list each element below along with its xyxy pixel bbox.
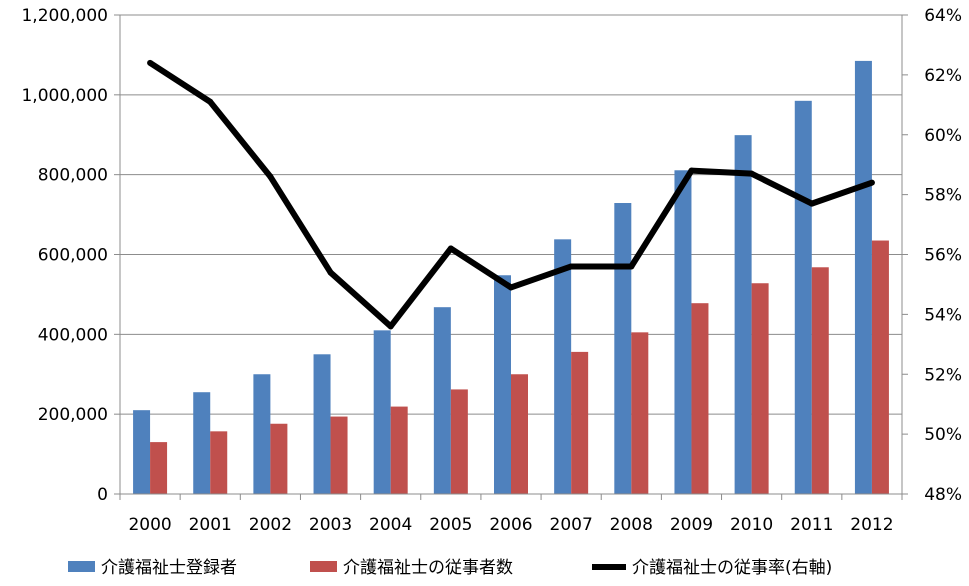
x-tick-label: 2004 bbox=[369, 515, 412, 535]
left-tick-label: 1,000,000 bbox=[21, 86, 108, 106]
rate-point bbox=[748, 170, 755, 177]
right-tick-label: 50% bbox=[924, 425, 962, 445]
x-tick-label: 2002 bbox=[249, 515, 292, 535]
bars bbox=[133, 60, 889, 495]
legend-label: 介護福祉士の従事者数 bbox=[343, 558, 513, 578]
bar bbox=[751, 283, 769, 494]
bar bbox=[674, 170, 692, 495]
right-tick-label: 52% bbox=[924, 365, 962, 385]
rate-point bbox=[267, 173, 274, 180]
left-tick-label: 0 bbox=[97, 485, 108, 505]
bar bbox=[494, 275, 511, 494]
bar bbox=[390, 406, 408, 494]
rate-point bbox=[808, 200, 815, 207]
bar bbox=[270, 423, 288, 494]
left-tick-label: 800,000 bbox=[38, 166, 108, 186]
x-tick-label: 2011 bbox=[790, 515, 833, 535]
bar bbox=[631, 332, 649, 494]
bar bbox=[210, 431, 228, 494]
rate-point bbox=[207, 98, 214, 105]
bar bbox=[571, 351, 589, 494]
x-tick-label: 2009 bbox=[670, 515, 713, 535]
rate-point bbox=[868, 179, 875, 186]
right-tick-label: 60% bbox=[924, 126, 962, 146]
bar bbox=[734, 135, 752, 494]
bar bbox=[313, 354, 331, 494]
x-tick-label: 2005 bbox=[429, 515, 472, 535]
rate-point bbox=[508, 284, 514, 291]
x-tick-label: 2003 bbox=[309, 515, 352, 535]
bar bbox=[854, 60, 872, 494]
left-tick-label: 400,000 bbox=[38, 325, 108, 345]
bar bbox=[450, 389, 468, 494]
legend-label: 介護福祉士登録者 bbox=[101, 558, 237, 578]
gridlines bbox=[120, 14, 902, 415]
bar bbox=[433, 307, 451, 494]
bar bbox=[253, 374, 271, 494]
right-tick-label: 62% bbox=[924, 66, 962, 86]
x-tick-label: 2010 bbox=[730, 515, 773, 535]
right-axis-ticks: 48% 50% 52% 54% 56% 58% 60% 62% 64% bbox=[924, 6, 962, 505]
bar bbox=[133, 410, 151, 494]
bar bbox=[794, 100, 812, 494]
rate-point bbox=[688, 167, 695, 174]
x-tick-label: 2007 bbox=[550, 515, 593, 535]
right-tick-label: 54% bbox=[924, 305, 962, 325]
bar bbox=[614, 203, 632, 494]
x-axis-ticks: 2000 2001 2002 2003 2004 2005 2006 2007 2008 2009… bbox=[128, 515, 893, 535]
rate-point bbox=[447, 245, 454, 252]
rate-point bbox=[568, 263, 575, 270]
bar bbox=[811, 267, 829, 494]
left-axis-ticks: 0 200,000 400,000 600,000 800,000 1,000,000 1,… bbox=[21, 6, 108, 505]
x-tick-label: 2006 bbox=[489, 515, 532, 535]
legend-swatch bbox=[68, 561, 95, 572]
right-tick-label: 64% bbox=[924, 6, 962, 26]
right-tick-label: 58% bbox=[924, 186, 962, 206]
x-tick-label: 2001 bbox=[189, 515, 232, 535]
bar bbox=[373, 330, 391, 494]
legend-swatch bbox=[310, 561, 337, 572]
right-tick-label: 48% bbox=[924, 485, 962, 505]
bar bbox=[511, 374, 528, 494]
left-tick-label: 1,200,000 bbox=[21, 6, 108, 26]
left-tick-label: 600,000 bbox=[38, 246, 108, 266]
rate-point bbox=[628, 263, 635, 270]
bar bbox=[691, 303, 709, 494]
x-tick-label: 2008 bbox=[610, 515, 653, 535]
right-tick-label: 56% bbox=[924, 246, 962, 266]
rate-line bbox=[147, 59, 875, 330]
rate-point bbox=[147, 59, 154, 66]
bar bbox=[150, 442, 168, 494]
bar bbox=[554, 239, 572, 494]
x-tick-label: 2012 bbox=[850, 515, 893, 535]
bar bbox=[193, 392, 211, 494]
bar bbox=[871, 240, 889, 494]
axes bbox=[114, 14, 908, 500]
x-tick-label: 2000 bbox=[128, 515, 171, 535]
legend: 介護福祉士登録者 介護福祉士の従事者数 介護福祉士の従事率(右軸) bbox=[68, 558, 832, 578]
rate-point bbox=[387, 323, 394, 330]
legend-label: 介護福祉士の従事率(右軸) bbox=[632, 558, 832, 578]
bar bbox=[330, 416, 348, 494]
left-tick-label: 200,000 bbox=[38, 405, 108, 425]
rate-point bbox=[327, 269, 334, 276]
